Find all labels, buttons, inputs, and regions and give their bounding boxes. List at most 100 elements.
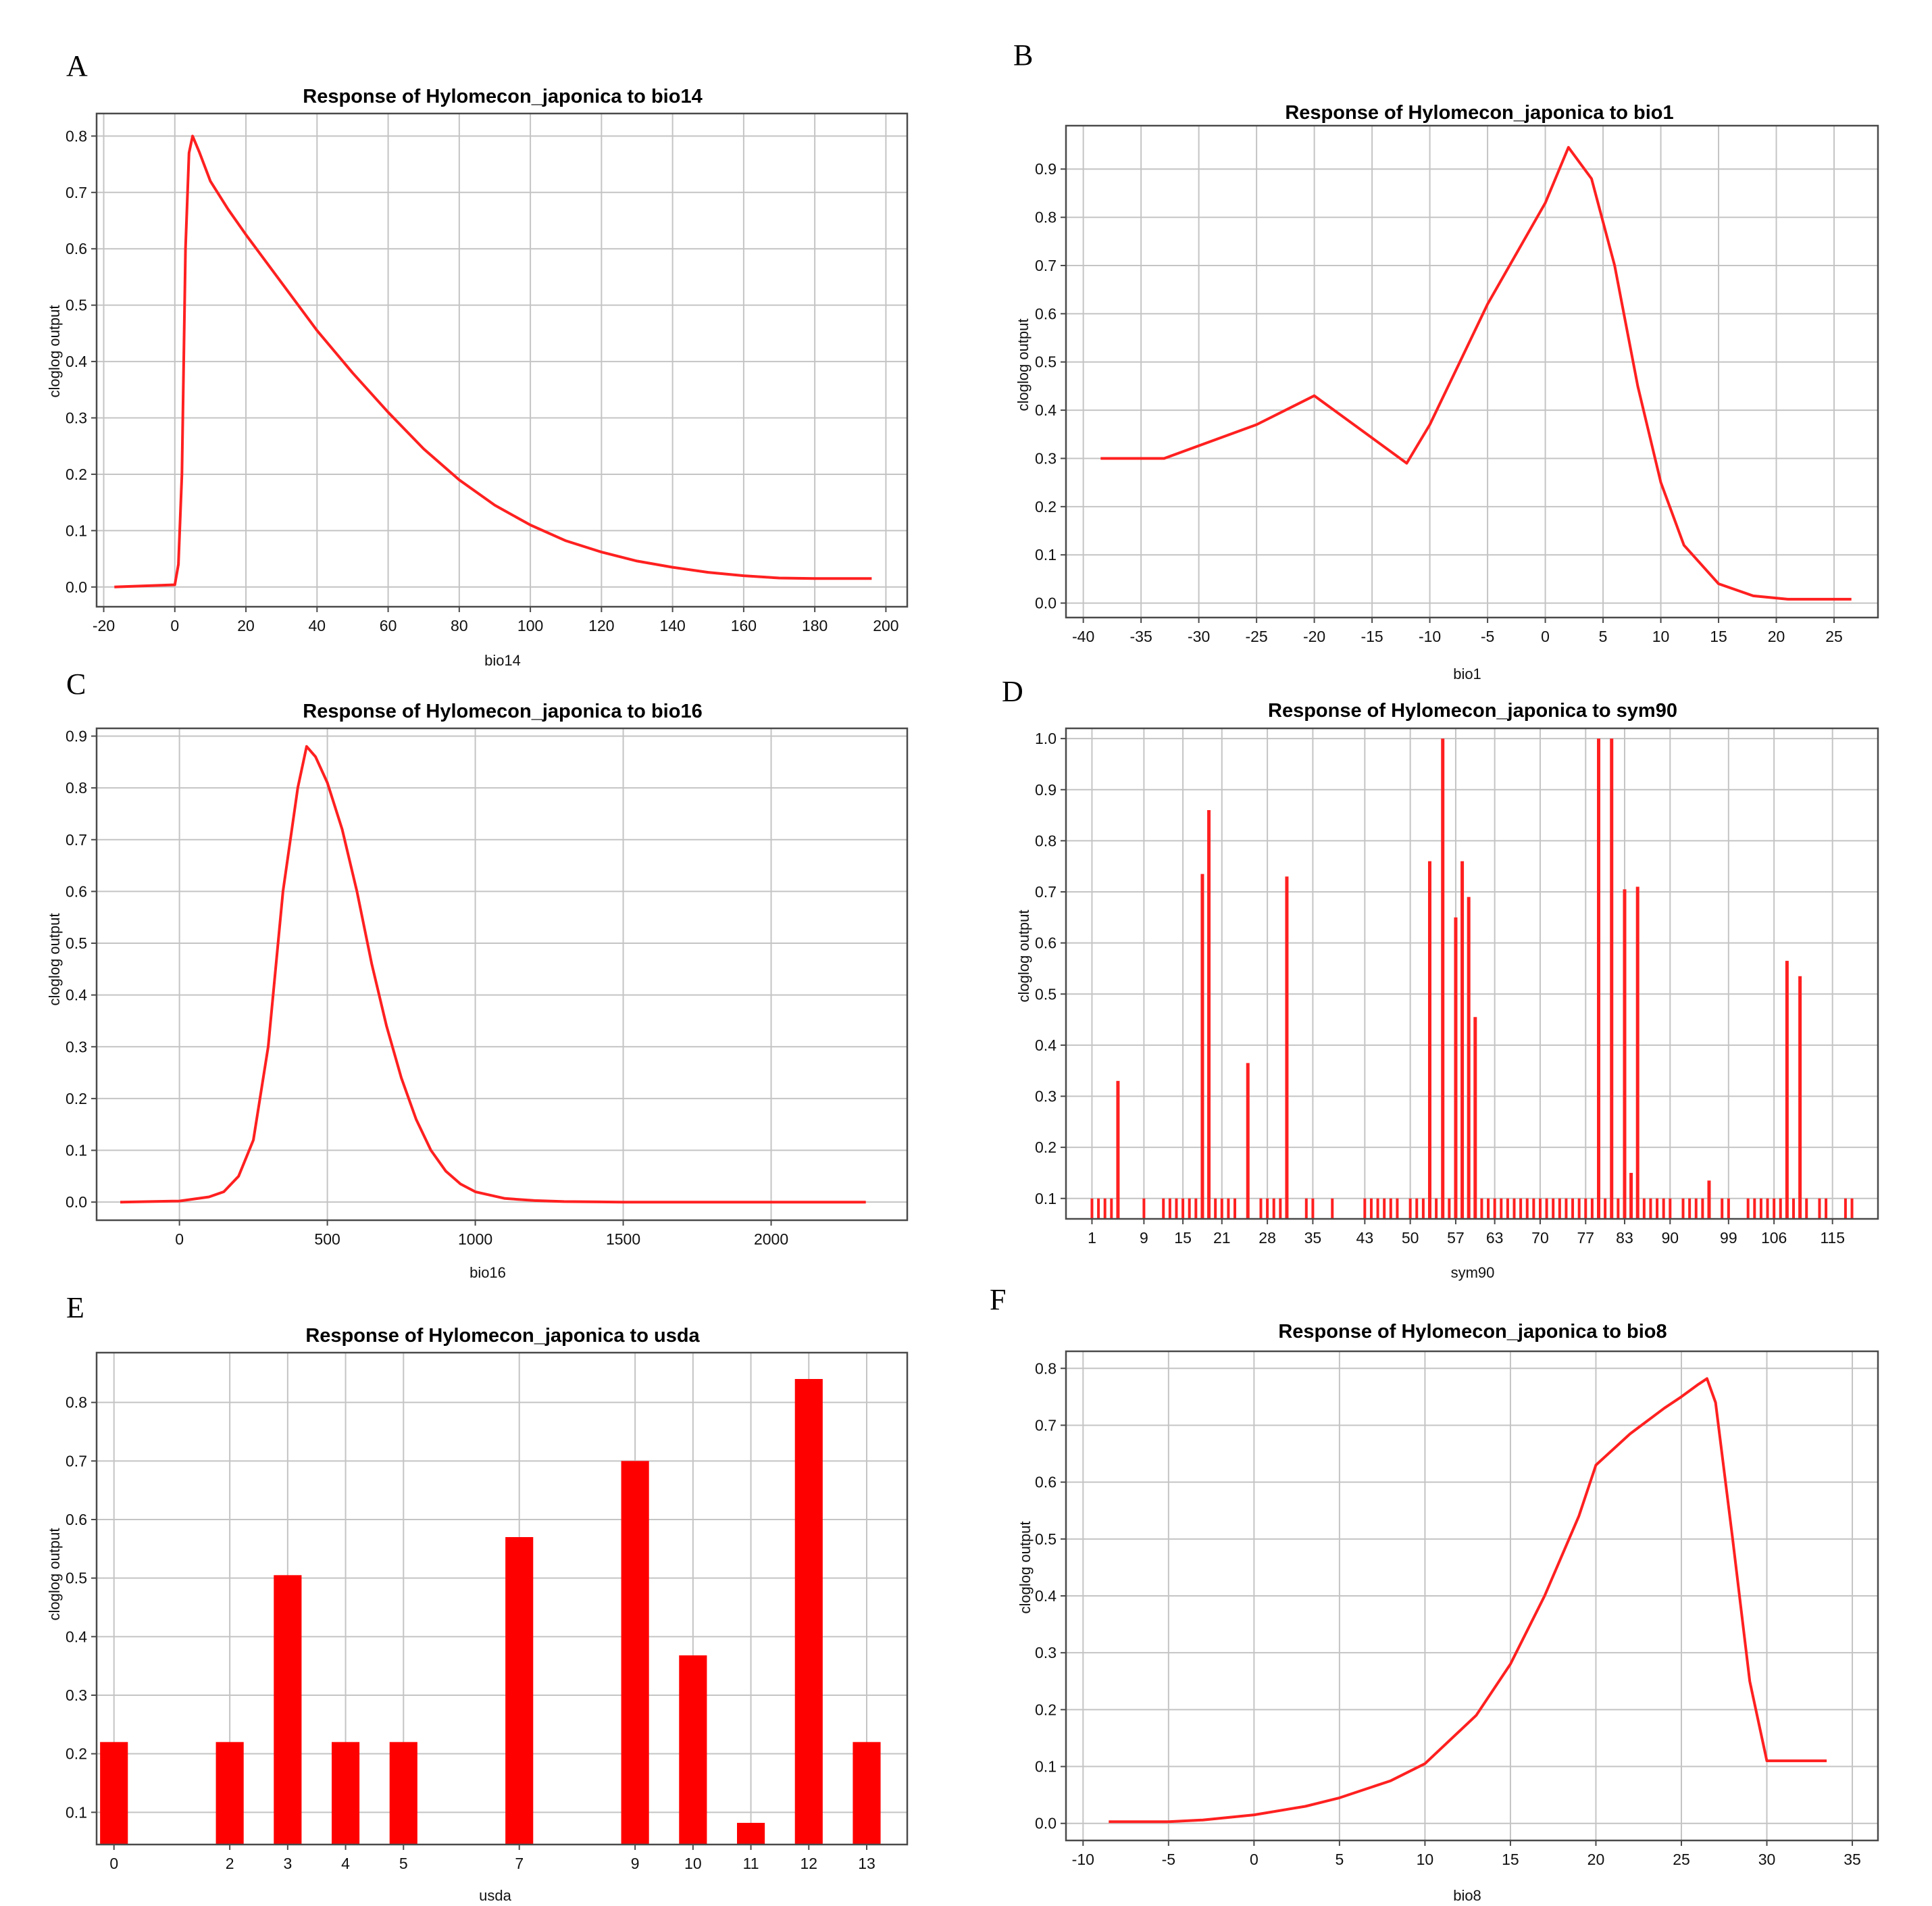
y-tick-label: 0.8 xyxy=(1035,1359,1057,1377)
bar xyxy=(1538,1198,1542,1219)
bar xyxy=(1279,1198,1282,1219)
x-tick-label: -5 xyxy=(1162,1851,1175,1868)
y-tick-label: 0.3 xyxy=(66,409,87,427)
bar xyxy=(1532,1198,1535,1219)
x-tick-label: 2 xyxy=(226,1855,234,1872)
bar xyxy=(1753,1198,1756,1219)
x-tick-label: 160 xyxy=(731,617,757,634)
bar xyxy=(1577,1198,1581,1219)
x-tick-label: 140 xyxy=(659,617,685,634)
bar xyxy=(1617,1198,1620,1219)
bar xyxy=(737,1822,765,1845)
x-tick-label: 80 xyxy=(451,617,468,634)
bar xyxy=(1649,1198,1652,1219)
y-tick-label: 0.5 xyxy=(66,934,87,952)
y-tick-label: 0.5 xyxy=(1035,1530,1057,1548)
bar xyxy=(1844,1198,1847,1219)
chart-panel-d: D Response of Hylomecon_japonica to sym9… xyxy=(1002,675,1879,1281)
bar xyxy=(1207,810,1211,1219)
bar xyxy=(1142,1198,1146,1219)
bar xyxy=(1389,1198,1392,1219)
x-tick-label: 1000 xyxy=(458,1230,492,1248)
x-tick-label: 57 xyxy=(1447,1229,1465,1247)
x-tick-label: 5 xyxy=(1335,1851,1344,1868)
y-tick-label: 0.6 xyxy=(1035,934,1057,952)
bar xyxy=(1487,1198,1490,1219)
x-axis-label: usda xyxy=(479,1887,511,1904)
y-axis-label: cloglog output xyxy=(46,1528,63,1621)
x-tick-label: 50 xyxy=(1402,1229,1419,1247)
x-tick-label: 106 xyxy=(1761,1229,1787,1247)
x-tick-label: 28 xyxy=(1259,1229,1276,1247)
series-line xyxy=(1109,1377,1827,1824)
bar xyxy=(274,1575,302,1845)
bar xyxy=(1850,1198,1854,1219)
bar xyxy=(1304,1198,1308,1219)
bar xyxy=(1097,1198,1100,1219)
x-tick-label: 120 xyxy=(588,617,614,634)
y-tick-label: 0.8 xyxy=(66,1394,87,1411)
bar xyxy=(1635,886,1639,1219)
bar xyxy=(1584,1198,1587,1219)
y-tick-label: 0.1 xyxy=(1035,1758,1057,1776)
bar xyxy=(1688,1198,1692,1219)
x-tick-label: 25 xyxy=(1673,1851,1690,1868)
bar xyxy=(1363,1198,1367,1219)
bar xyxy=(1623,889,1627,1219)
x-tick-label: 180 xyxy=(802,617,828,634)
y-tick-label: 0.6 xyxy=(1035,305,1057,322)
bar xyxy=(1181,1198,1185,1219)
x-tick-label: 30 xyxy=(1758,1851,1776,1868)
y-tick-label: 0.3 xyxy=(1035,449,1057,467)
x-tick-label: 83 xyxy=(1616,1229,1633,1247)
y-tick-label: 0.4 xyxy=(66,353,87,370)
y-tick-label: 0.9 xyxy=(66,727,87,745)
y-tick-label: 0.4 xyxy=(66,986,87,1004)
bar xyxy=(1467,897,1471,1219)
bar xyxy=(1441,738,1445,1219)
x-tick-label: 100 xyxy=(517,617,543,634)
y-tick-label: 0.2 xyxy=(1035,1138,1057,1156)
bar xyxy=(1480,1198,1483,1219)
x-tick-label: 77 xyxy=(1577,1229,1594,1247)
x-tick-label: 63 xyxy=(1486,1229,1504,1247)
x-tick-label: -25 xyxy=(1245,628,1267,645)
bar xyxy=(679,1655,707,1845)
bar xyxy=(1460,861,1465,1219)
y-tick-label: 0.4 xyxy=(1035,1036,1057,1054)
y-tick-label: 0.7 xyxy=(1035,257,1057,274)
x-axis-label: bio16 xyxy=(469,1264,506,1281)
bar xyxy=(1727,1198,1730,1219)
y-tick-label: 0.3 xyxy=(1035,1644,1057,1661)
bar xyxy=(1662,1198,1665,1219)
x-tick-label: 2000 xyxy=(754,1230,788,1248)
y-tick-label: 0.2 xyxy=(1035,498,1057,516)
y-tick-label: 0.9 xyxy=(1035,160,1057,178)
bar xyxy=(1701,1198,1704,1219)
x-tick-label: 20 xyxy=(1768,628,1785,645)
x-tick-label: -20 xyxy=(93,617,115,634)
x-tick-label: 5 xyxy=(1599,628,1608,645)
bar xyxy=(1331,1198,1334,1219)
y-tick-label: 1.0 xyxy=(1035,730,1057,747)
y-tick-label: 0.4 xyxy=(1035,401,1057,419)
bar xyxy=(1590,1198,1594,1219)
bar xyxy=(1376,1198,1379,1219)
plot-area: -20 0 20 40 60 80 100 120 140 160 180 200 0.0 0.1 0.2 0… xyxy=(66,112,909,634)
bar xyxy=(1604,1198,1607,1219)
y-tick-label: 0.3 xyxy=(66,1686,87,1704)
chart-title: Response of Hylomecon_japonica to usda xyxy=(305,1325,700,1347)
bar xyxy=(1597,738,1601,1219)
chart-panel-f: F Response of Hylomecon_japonica to bio8… xyxy=(990,1283,1879,1904)
x-tick-label: -10 xyxy=(1072,1851,1094,1868)
y-tick-label: 0.7 xyxy=(66,1452,87,1470)
bar xyxy=(1785,961,1789,1219)
bar xyxy=(1427,861,1431,1219)
bar xyxy=(332,1742,360,1845)
bar xyxy=(100,1742,128,1845)
y-tick-label: 0.8 xyxy=(1035,832,1057,849)
x-tick-label: 0 xyxy=(1250,1851,1259,1868)
y-tick-label: 0.8 xyxy=(66,779,87,797)
panel-label: B xyxy=(1013,39,1033,72)
bar xyxy=(1791,1198,1795,1219)
